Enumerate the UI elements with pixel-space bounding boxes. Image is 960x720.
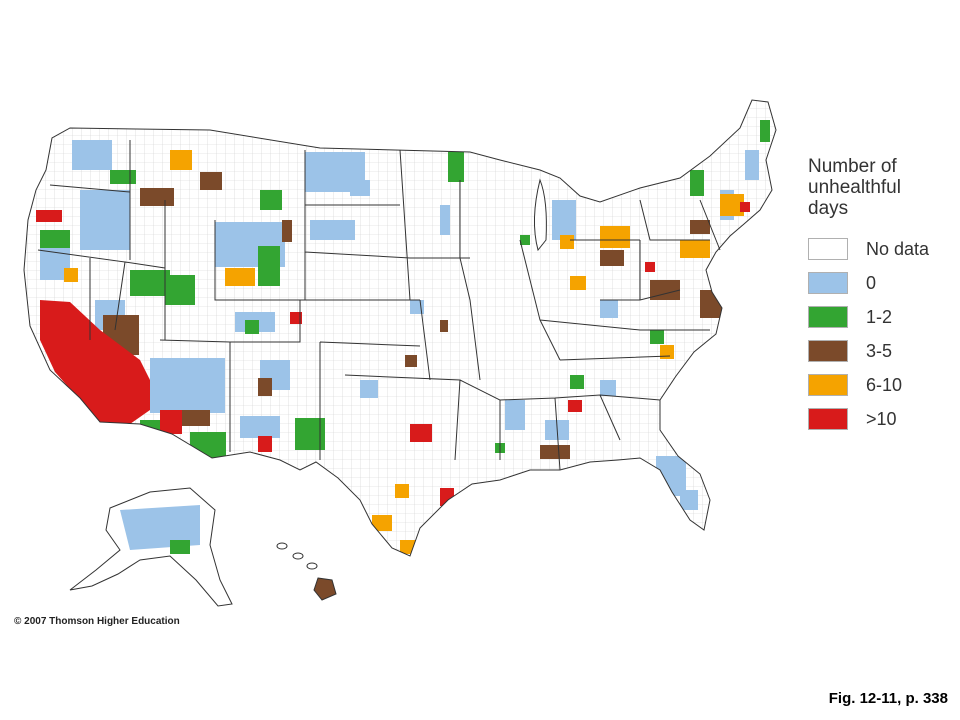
copyright-notice: © 2007 Thomson Higher Education <box>14 616 180 627</box>
legend-label-3-5: 3-5 <box>866 340 893 361</box>
legend-swatch-3-5 <box>808 340 848 362</box>
legend-label-6-10: 6-10 <box>866 374 903 395</box>
figure-reference: Fig. 12-11, p. 338 <box>828 690 948 707</box>
legend-item-6-10: 6-10 <box>808 368 958 402</box>
legend-swatch-no-data <box>808 238 848 260</box>
legend-label-1-2: 1-2 <box>866 306 893 327</box>
legend-item-no-data: No data <box>808 232 958 266</box>
legend-title-line-3: days <box>808 198 849 219</box>
legend-title: Number of unhealthful days <box>808 156 958 219</box>
legend-title-line-2: unhealthful <box>808 177 901 198</box>
legend-label-over-10: >10 <box>866 408 897 429</box>
legend-title-line-1: Number of <box>808 156 897 177</box>
legend-swatch-over-10 <box>808 408 848 430</box>
legend: Number of unhealthful days No data 0 1-2… <box>808 156 958 436</box>
legend-swatch-0 <box>808 272 848 294</box>
legend-item-0: 0 <box>808 266 958 300</box>
hawaii <box>276 542 337 601</box>
legend-label-no-data: No data <box>866 238 930 259</box>
legend-swatch-6-10 <box>808 374 848 396</box>
legend-item-over-10: >10 <box>808 402 958 436</box>
legend-label-0: 0 <box>866 272 877 293</box>
alaska <box>69 487 233 607</box>
legend-item-1-2: 1-2 <box>808 300 958 334</box>
legend-item-3-5: 3-5 <box>808 334 958 368</box>
legend-swatch-1-2 <box>808 306 848 328</box>
